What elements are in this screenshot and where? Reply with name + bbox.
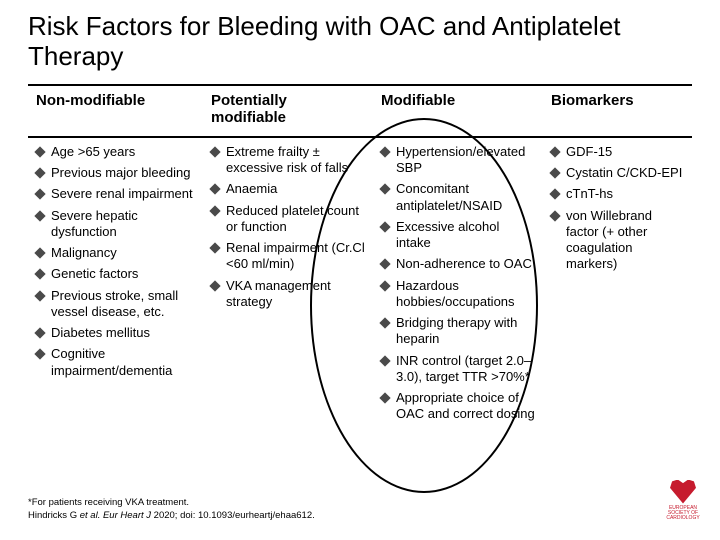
diamond-bullet-icon (379, 184, 390, 195)
diamond-bullet-icon (34, 290, 45, 301)
diamond-bullet-icon (379, 221, 390, 232)
list-item: INR control (target 2.0–3.0), target TTR… (381, 353, 535, 386)
col-modifiable: Hypertension/elevated SBP Concomitant an… (373, 138, 543, 432)
list-item: Cystatin C/CKD-EPI (551, 165, 684, 181)
list-item: Anaemia (211, 181, 365, 197)
list-item: Severe hepatic dysfunction (36, 208, 195, 241)
list-item: Non-adherence to OAC (381, 256, 535, 272)
diamond-bullet-icon (549, 167, 560, 178)
col-nonmodifiable: Age >65 years Previous major bleeding Se… (28, 138, 203, 432)
diamond-bullet-icon (549, 146, 560, 157)
diamond-bullet-icon (34, 146, 45, 157)
list-item: GDF-15 (551, 144, 684, 160)
list-item: Malignancy (36, 245, 195, 261)
list-item: Previous stroke, small vessel disease, e… (36, 288, 195, 321)
footnote-asterisk: *For patients receiving VKA treatment. (28, 497, 315, 509)
diamond-bullet-icon (379, 355, 390, 366)
item-text: von Willebrand factor (+ other coagulati… (566, 208, 684, 273)
item-text: Appropriate choice of OAC and correct do… (396, 390, 535, 423)
diamond-bullet-icon (209, 242, 220, 253)
item-text: GDF-15 (566, 144, 612, 160)
item-text: Bridging therapy with heparin (396, 315, 535, 348)
item-text: Concomitant antiplatelet/NSAID (396, 181, 535, 214)
list-item: Renal impairment (Cr.Cl <60 ml/min) (211, 240, 365, 273)
item-text: INR control (target 2.0–3.0), target TTR… (396, 353, 535, 386)
item-text: Cystatin C/CKD-EPI (566, 165, 682, 181)
diamond-bullet-icon (379, 259, 390, 270)
diamond-bullet-icon (209, 205, 220, 216)
list-item: Age >65 years (36, 144, 195, 160)
item-text: cTnT-hs (566, 186, 613, 202)
diamond-bullet-icon (209, 184, 220, 195)
diamond-bullet-icon (34, 189, 45, 200)
diamond-bullet-icon (549, 210, 560, 221)
citation: Hindricks G et al. Eur Heart J 2020; doi… (28, 510, 315, 522)
item-text: Hypertension/elevated SBP (396, 144, 535, 177)
item-text: Non-adherence to OAC (396, 256, 532, 272)
diamond-bullet-icon (209, 146, 220, 157)
risk-table: Age >65 years Previous major bleeding Se… (28, 138, 692, 432)
list-item: Hazardous hobbies/occupations (381, 278, 535, 311)
item-text: Extreme frailty ± excessive risk of fall… (226, 144, 365, 177)
item-text: Hazardous hobbies/occupations (396, 278, 535, 311)
item-text: Severe hepatic dysfunction (51, 208, 195, 241)
list-item: cTnT-hs (551, 186, 684, 202)
item-text: Diabetes mellitus (51, 325, 150, 341)
diamond-bullet-icon (379, 317, 390, 328)
citation-journal: et al. Eur Heart J (80, 510, 151, 521)
citation-author: Hindricks G (28, 510, 77, 521)
item-text: Anaemia (226, 181, 277, 197)
list-item: Diabetes mellitus (36, 325, 195, 341)
list-item: Concomitant antiplatelet/NSAID (381, 181, 535, 214)
diamond-bullet-icon (34, 269, 45, 280)
diamond-bullet-icon (549, 189, 560, 200)
item-text: Previous stroke, small vessel disease, e… (51, 288, 195, 321)
diamond-bullet-icon (379, 146, 390, 157)
list-item: Severe renal impairment (36, 186, 195, 202)
col-header-potentially-modifiable: Potentially modifiable (203, 86, 373, 132)
col-biomarkers: GDF-15 Cystatin C/CKD-EPI cTnT-hs von Wi… (543, 138, 692, 432)
list-item: Appropriate choice of OAC and correct do… (381, 390, 535, 423)
item-text: Malignancy (51, 245, 117, 261)
logo-text: EUROPEAN SOCIETY OF CARDIOLOGY (662, 506, 704, 521)
table-header-row: Non-modifiable Potentially modifiable Mo… (28, 86, 692, 132)
esc-logo: EUROPEAN SOCIETY OF CARDIOLOGY (662, 476, 704, 524)
item-text: Renal impairment (Cr.Cl <60 ml/min) (226, 240, 365, 273)
list-item: VKA management strategy (211, 278, 365, 311)
item-text: VKA management strategy (226, 278, 365, 311)
citation-details: 2020; doi: 10.1093/eurheartj/ehaa612. (151, 510, 315, 521)
diamond-bullet-icon (34, 349, 45, 360)
diamond-bullet-icon (34, 327, 45, 338)
col-header-modifiable: Modifiable (373, 86, 543, 132)
col-header-nonmodifiable: Non-modifiable (28, 86, 203, 132)
diamond-bullet-icon (379, 280, 390, 291)
item-text: Excessive alcohol intake (396, 219, 535, 252)
list-item: Extreme frailty ± excessive risk of fall… (211, 144, 365, 177)
diamond-bullet-icon (34, 210, 45, 221)
footnote-block: *For patients receiving VKA treatment. H… (28, 497, 315, 522)
list-item: Cognitive impairment/dementia (36, 346, 195, 379)
page-title: Risk Factors for Bleeding with OAC and A… (0, 0, 720, 80)
list-item: Reduced platelet count or function (211, 203, 365, 236)
list-item: Hypertension/elevated SBP (381, 144, 535, 177)
item-text: Severe renal impairment (51, 186, 193, 202)
list-item: von Willebrand factor (+ other coagulati… (551, 208, 684, 273)
list-item: Excessive alcohol intake (381, 219, 535, 252)
col-header-biomarkers: Biomarkers (543, 86, 692, 132)
item-text: Age >65 years (51, 144, 135, 160)
diamond-bullet-icon (34, 167, 45, 178)
item-text: Previous major bleeding (51, 165, 190, 181)
col-potentially-modifiable: Extreme frailty ± excessive risk of fall… (203, 138, 373, 432)
list-item: Bridging therapy with heparin (381, 315, 535, 348)
item-text: Reduced platelet count or function (226, 203, 365, 236)
diamond-bullet-icon (379, 392, 390, 403)
diamond-bullet-icon (209, 280, 220, 291)
list-item: Genetic factors (36, 266, 195, 282)
item-text: Genetic factors (51, 266, 138, 282)
list-item: Previous major bleeding (36, 165, 195, 181)
item-text: Cognitive impairment/dementia (51, 346, 195, 379)
diamond-bullet-icon (34, 247, 45, 258)
heart-icon (670, 480, 696, 504)
